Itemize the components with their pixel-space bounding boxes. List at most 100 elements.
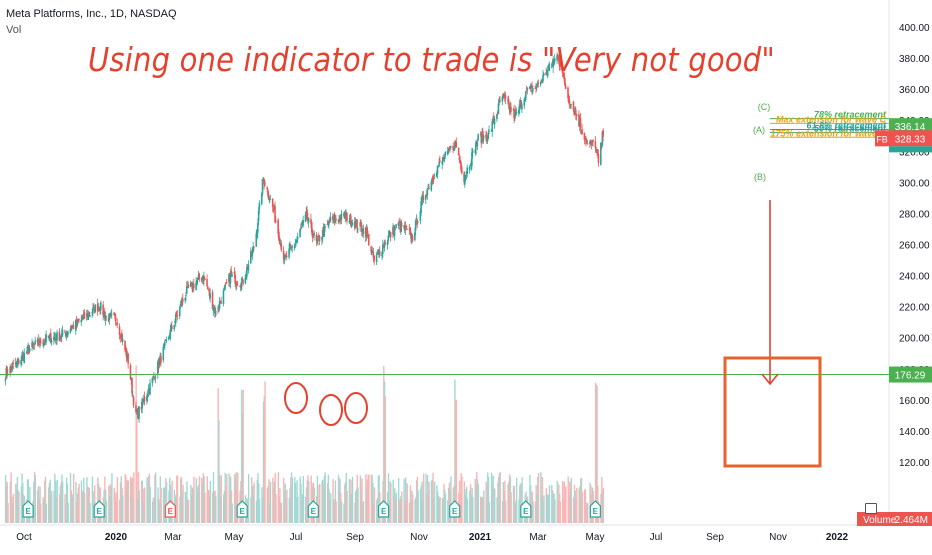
earnings-flag-letter: E (25, 507, 31, 516)
volume-bar (159, 476, 162, 523)
candle-body (381, 252, 383, 257)
volume-bar (306, 480, 308, 523)
volume-bar (552, 493, 555, 523)
volume-bar (242, 389, 244, 523)
candle-body (594, 141, 597, 148)
candle-body (289, 244, 292, 247)
candle-body (465, 174, 468, 177)
wave-b-label: (B) (754, 172, 766, 182)
volume-bar (371, 474, 373, 523)
volume-bar (15, 489, 18, 523)
candle-body (339, 219, 342, 222)
volume-bar (319, 483, 321, 523)
volume-bar (165, 478, 167, 523)
volume-bar (384, 396, 387, 523)
volume-bar (518, 499, 520, 523)
volume-bar (394, 488, 396, 523)
volume-bar (147, 476, 150, 523)
candle-body (559, 64, 561, 67)
candle-body (76, 319, 79, 326)
candle-body (602, 130, 604, 137)
candle-body (97, 306, 100, 309)
candle-body (315, 234, 318, 241)
candle-body (39, 340, 42, 344)
volume-bar (62, 481, 64, 523)
volume-bar (448, 482, 451, 523)
candle-body (431, 178, 433, 183)
volume-bar (563, 481, 565, 523)
candle-body (78, 318, 80, 321)
volume-bar (147, 481, 149, 523)
scale-settings-icon[interactable] (865, 503, 877, 514)
candle-body (82, 317, 84, 320)
volume-bar (318, 485, 320, 523)
volume-bar (204, 492, 206, 523)
volume-bar (297, 496, 299, 523)
volume-bar (530, 500, 533, 523)
volume-bar (228, 473, 230, 523)
candle-body (450, 146, 452, 148)
candle-body (171, 326, 173, 330)
volume-bar (388, 500, 390, 523)
volume-bar (497, 482, 499, 523)
candle-body (262, 177, 265, 179)
volume-bar (104, 476, 106, 523)
candle-body (220, 301, 222, 304)
volume-bar (191, 487, 194, 523)
candle-body (344, 214, 347, 219)
candle-body (217, 308, 219, 310)
volume-bar (339, 478, 341, 523)
candle-body (557, 57, 560, 62)
volume-bar (218, 420, 220, 523)
candle-body (138, 406, 140, 419)
candle-body (244, 277, 247, 284)
candle-body (135, 405, 137, 413)
volume-bar (80, 480, 83, 523)
volume-bar (184, 491, 187, 523)
volume-bar (585, 502, 587, 523)
volume-bar (43, 499, 45, 523)
candle-body (167, 337, 170, 340)
candle-body (327, 222, 329, 224)
volume-bar (180, 476, 183, 523)
candle-body (153, 378, 156, 380)
volume-bar (492, 475, 494, 523)
volume-bar (251, 485, 254, 523)
volume-bar (144, 487, 146, 523)
candle-body (103, 311, 106, 319)
volume-bar (60, 482, 62, 523)
volume-bar (383, 381, 386, 523)
candle-body (510, 106, 512, 112)
candle-body (255, 233, 258, 247)
candle-body (277, 219, 279, 234)
candle-body (17, 359, 20, 365)
candle-body (91, 312, 93, 314)
volume-bar (94, 485, 96, 523)
symbol-title[interactable]: Meta Platforms, Inc., 1D, NASDAQ (6, 8, 177, 20)
volume-bar (579, 486, 581, 523)
candle-body (23, 352, 26, 363)
earnings-flag (520, 500, 532, 518)
time-tick-label: Sep (706, 532, 724, 543)
candle-body (537, 82, 540, 84)
volume-bar (567, 476, 569, 523)
candle-body (409, 227, 411, 231)
candle-body (383, 241, 386, 249)
volume-bar (595, 384, 598, 523)
volume-bar (581, 491, 583, 523)
candle-body (525, 91, 527, 100)
candle-body (121, 338, 124, 342)
volume-bar (323, 475, 326, 523)
candle-body (406, 228, 408, 230)
volume-legend[interactable]: Vol (6, 24, 22, 36)
volume-bar (33, 482, 35, 523)
volume-bar (108, 485, 110, 523)
candle-body (192, 283, 195, 289)
volume-bar (547, 494, 550, 523)
volume-bar (553, 493, 555, 523)
volume-bar (562, 480, 564, 523)
price-tick-label: 320.00 (899, 147, 930, 158)
candle-body (42, 341, 45, 347)
candle-body (496, 114, 498, 120)
